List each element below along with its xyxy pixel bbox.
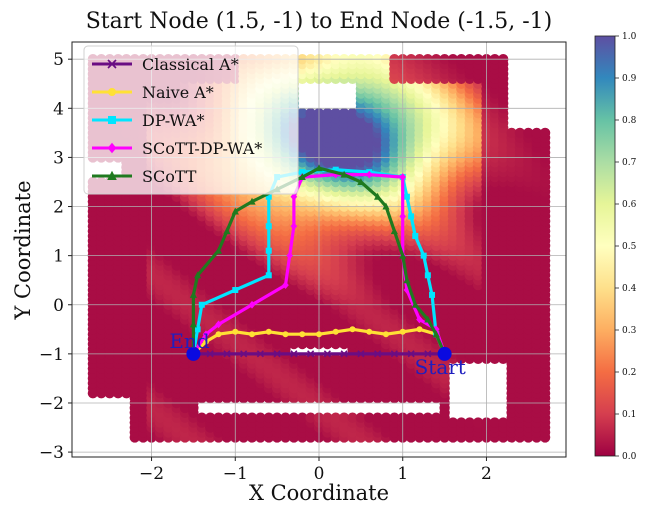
cost-cell: [305, 412, 316, 423]
series-point: [424, 272, 431, 279]
series-point: [215, 331, 222, 338]
series-point: [282, 331, 289, 338]
cost-cell: [255, 412, 266, 423]
cost-cell: [322, 412, 333, 423]
y-tick-label: 5: [53, 50, 64, 70]
series-point: [316, 331, 322, 338]
series-point: [198, 301, 205, 308]
cost-cell: [238, 412, 249, 423]
cost-cell: [297, 108, 308, 119]
series-point: [429, 291, 436, 298]
legend-label: Classical A*: [142, 55, 239, 74]
series-point: [349, 326, 356, 333]
y-tick-label: 2: [53, 198, 64, 218]
series-point: [108, 116, 116, 124]
colorbar-tick-label: 0.2: [622, 368, 636, 378]
x-tick-label: 2: [481, 464, 492, 484]
colorbar-ticks: 0.0 0.1 0.2 0.3 0.4 0.5 0.6 0.7 0.8 0.9 1.0: [615, 32, 637, 462]
series-point: [265, 272, 272, 279]
chart-title: Start Node (1.5, -1) to End Node (-1.5, …: [86, 9, 553, 34]
x-axis-label: X Coordinate: [249, 481, 389, 505]
series-point: [420, 252, 427, 259]
x-tick-label: 1: [397, 464, 408, 484]
y-tick-label: 4: [53, 99, 64, 119]
cost-cell: [539, 127, 551, 139]
legend-label: SCoTT: [142, 167, 197, 186]
cost-cell: [280, 412, 291, 423]
colorbar-tick-label: 0.1: [622, 410, 636, 420]
cost-cell: [205, 412, 216, 423]
cost-cell: [196, 412, 207, 423]
colorbar-tick-label: 0.7: [622, 158, 637, 168]
cost-cell: [263, 412, 274, 423]
y-tick-label: 0: [53, 296, 64, 316]
series-point: [332, 328, 339, 335]
series-point: [299, 331, 306, 338]
series-point: [408, 213, 415, 220]
colorbar-tick-label: 1.0: [622, 32, 637, 42]
cost-cell: [221, 412, 233, 423]
legend: Classical A* Naive A* DP-WA* SCoTT-DP-WA* SC…: [83, 45, 299, 195]
series-point: [382, 331, 389, 338]
cost-cell: [297, 353, 308, 364]
colorbar-tick-label: 0.0: [622, 452, 637, 462]
cost-cell: [297, 412, 308, 423]
colorbar: [594, 35, 616, 457]
cost-cell: [305, 108, 316, 119]
series-point: [265, 328, 272, 335]
series-point: [416, 326, 423, 333]
series-point: [265, 247, 272, 254]
colorbar-tick-label: 0.3: [622, 326, 637, 336]
legend-label: DP-WA*: [142, 111, 204, 130]
series-point: [399, 328, 406, 335]
x-tick-label: −1: [223, 464, 248, 484]
colorbar-tick-label: 0.9: [622, 74, 637, 84]
annotation-end: End: [169, 329, 209, 353]
series-point: [108, 88, 116, 96]
y-tick-label: −2: [39, 394, 64, 414]
y-tick-label: 1: [53, 247, 64, 267]
series-point: [232, 328, 239, 335]
x-tick-label: −2: [139, 464, 164, 484]
annotation-start: Start: [415, 355, 466, 379]
series-point: [412, 232, 419, 239]
colorbar-tick-label: 0.5: [622, 242, 637, 252]
colorbar-tick-label: 0.6: [622, 200, 637, 210]
series-point: [265, 223, 272, 230]
y-axis-label: Y Coordinate: [11, 180, 35, 320]
y-tick-label: −1: [39, 345, 64, 365]
cost-cell: [246, 412, 258, 423]
cost-cell: [213, 412, 224, 423]
colorbar-tick-label: 0.8: [622, 116, 637, 126]
series-point: [366, 328, 373, 335]
colorbar-tick-label: 0.4: [622, 284, 637, 294]
x-axis-ticks: −2 −1 0 1 2: [139, 457, 492, 484]
cost-cell: [288, 412, 300, 423]
series-point: [249, 331, 256, 338]
cost-cell: [271, 412, 283, 423]
legend-label: Naive A*: [142, 83, 214, 102]
legend-label: SCoTT-DP-WA*: [142, 139, 262, 158]
y-tick-label: −3: [39, 443, 64, 463]
y-tick-label: 3: [53, 148, 64, 168]
series-point: [232, 287, 239, 294]
y-axis-ticks: −3 −2 −1 0 1 2 3 4 5: [39, 50, 72, 463]
series-point: [403, 193, 410, 200]
